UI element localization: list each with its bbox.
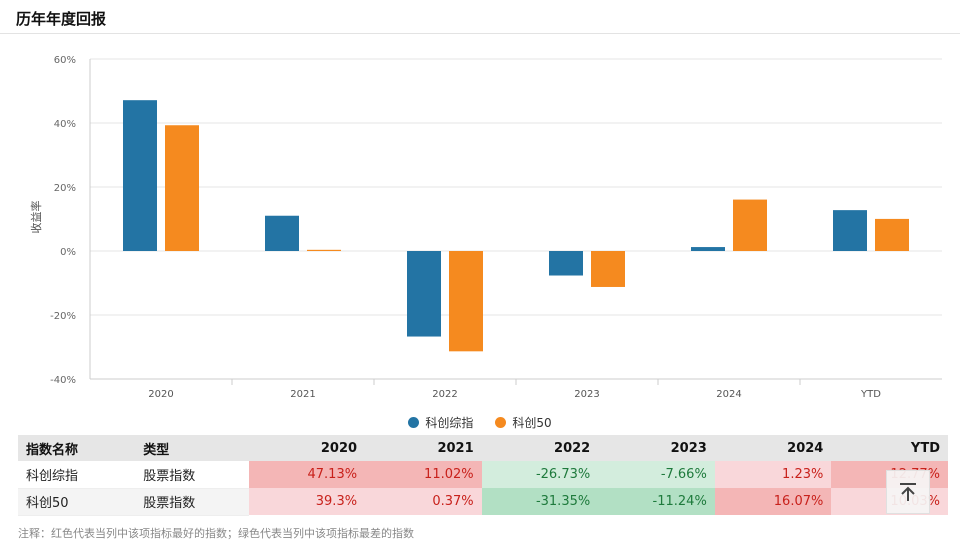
table-header-row: 指数名称 类型 2020 2021 2022 2023 2024 YTD bbox=[18, 435, 948, 461]
cell-return: 39.3% bbox=[248, 488, 366, 515]
y-tick-label: -40% bbox=[50, 375, 76, 386]
cell-return: 0.37% bbox=[365, 488, 482, 515]
annual-return-table: 指数名称 类型 2020 2021 2022 2023 2024 YTD 科创综… bbox=[18, 435, 948, 516]
cell-return: -11.24% bbox=[598, 488, 715, 515]
header-2022: 2022 bbox=[481, 435, 599, 461]
header-index-name: 指数名称 bbox=[18, 435, 136, 461]
y-tick-label: 60% bbox=[54, 55, 76, 66]
cell-type: 股票指数 bbox=[135, 488, 249, 516]
bar-series-2 bbox=[733, 199, 767, 251]
cell-return: -31.35% bbox=[481, 488, 599, 515]
cell-return: 47.13% bbox=[248, 461, 366, 488]
header-bar: 历年年度回报 bbox=[0, 0, 960, 34]
bar-series-2 bbox=[875, 218, 909, 251]
y-tick-label: 20% bbox=[54, 183, 76, 194]
table-row: 科创综指 股票指数 47.13% 11.02% -26.73% -7.66% 1… bbox=[18, 461, 948, 489]
header-type: 类型 bbox=[135, 435, 249, 461]
y-tick-label: -20% bbox=[50, 311, 76, 322]
header-ytd: YTD bbox=[831, 435, 948, 461]
y-axis-label: 收益率 bbox=[29, 201, 43, 234]
back-to-top-button[interactable] bbox=[886, 470, 930, 514]
cell-type: 股票指数 bbox=[135, 461, 249, 489]
x-tick-label: YTD bbox=[860, 389, 881, 400]
x-tick-label: 2024 bbox=[716, 389, 741, 400]
bar-series-1 bbox=[691, 247, 725, 251]
chart-legend: 科创综指 科创50 bbox=[0, 414, 960, 431]
legend-dot-series-2 bbox=[495, 417, 507, 428]
annual-return-chart: 60% 40% 20% 0% -20% -40% 收益率 2020 2021 2022 2023 20… bbox=[29, 55, 942, 400]
x-tick-label: 2023 bbox=[574, 389, 599, 400]
bar-series-2 bbox=[165, 125, 199, 251]
header-2023: 2023 bbox=[598, 435, 715, 461]
page-title: 历年年度回报 bbox=[16, 10, 107, 28]
legend-item-series-1[interactable]: 科创综指 bbox=[408, 414, 473, 431]
header-2021: 2021 bbox=[365, 435, 482, 461]
cell-return: -26.73% bbox=[481, 461, 599, 488]
table-row: 科创50 股票指数 39.3% 0.37% -31.35% -11.24% 16… bbox=[18, 488, 948, 516]
cell-return: -7.66% bbox=[598, 461, 715, 488]
cell-return: 16.07% bbox=[714, 488, 832, 515]
legend-label-series-2: 科创50 bbox=[512, 416, 552, 430]
header-2020: 2020 bbox=[248, 435, 366, 461]
cell-index-name: 科创50 bbox=[18, 488, 136, 516]
header-2024: 2024 bbox=[714, 435, 832, 461]
bar-series-1 bbox=[549, 251, 583, 276]
bar-series-1 bbox=[833, 210, 867, 251]
bar-series-1 bbox=[407, 251, 441, 337]
bar-series-1 bbox=[123, 100, 157, 252]
y-tick-label: 40% bbox=[54, 119, 76, 130]
legend-item-series-2[interactable]: 科创50 bbox=[495, 414, 552, 431]
cell-return: 11.02% bbox=[365, 461, 482, 488]
cell-index-name: 科创综指 bbox=[18, 461, 136, 489]
x-tick-label: 2020 bbox=[148, 389, 173, 400]
bar-series-2 bbox=[591, 251, 625, 287]
legend-dot-series-1 bbox=[408, 417, 420, 428]
table-note: 注释：红色代表当列中该项指标最好的指数；绿色代表当列中该项指标最差的指数 bbox=[18, 527, 414, 540]
bar-series-2 bbox=[307, 249, 341, 251]
x-tick-label: 2021 bbox=[290, 389, 315, 400]
y-tick-label: 0% bbox=[60, 247, 76, 258]
bar-series-2 bbox=[449, 251, 483, 352]
bar-series-1 bbox=[265, 215, 299, 251]
legend-label-series-1: 科创综指 bbox=[425, 416, 474, 430]
x-tick-label: 2022 bbox=[432, 389, 457, 400]
arrow-up-to-top-icon bbox=[900, 483, 916, 501]
cell-return: 1.23% bbox=[714, 461, 832, 488]
